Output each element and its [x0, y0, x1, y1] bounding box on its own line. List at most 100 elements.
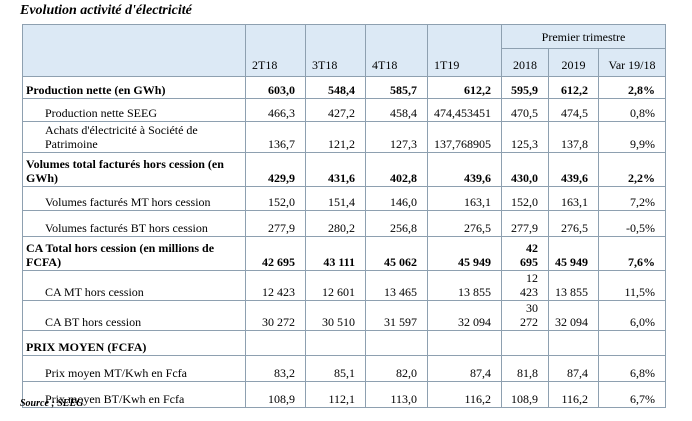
cell: 81,8: [501, 355, 549, 382]
row-label: Volumes facturés MT hors cession: [22, 186, 246, 211]
cell: 13 855: [548, 270, 599, 301]
cell: 13 465: [365, 270, 428, 301]
table-row: Prix moyen BT/Kwh en Fcfa 108,9 112,1 113,0…: [22, 381, 666, 408]
table-row: Production nette (en GWh) 603,0 548,4 585,7…: [22, 76, 666, 99]
table-row: CA Total hors cession (en millions de FC…: [22, 236, 666, 271]
cell: 612,2: [548, 76, 599, 99]
column-header: 4T18: [365, 24, 428, 77]
header-cell: [22, 24, 246, 77]
cell: [427, 330, 502, 356]
cell: 277,9: [245, 210, 306, 237]
table-row: Achats d'électricité à Société de Patrim…: [22, 121, 666, 153]
cell: 474,5: [548, 98, 599, 122]
cell: 458,4: [365, 98, 428, 122]
cell: 137,768905: [427, 121, 502, 153]
cell: 6,8%: [598, 355, 666, 382]
cell: [548, 330, 599, 356]
cell: 163,1: [548, 186, 599, 211]
row-label: Production nette SEEG: [22, 98, 246, 122]
cell: 277,9: [501, 210, 549, 237]
column-header: Var 19/18: [598, 48, 666, 77]
row-label: Volumes total facturés hors cession (en …: [22, 152, 246, 187]
cell: 466,3: [245, 98, 306, 122]
cell: 30 510: [305, 300, 366, 331]
cell: 430,0: [501, 152, 549, 187]
cell: 256,8: [365, 210, 428, 237]
cell: 45 062: [365, 236, 428, 271]
cell: 2,8%: [598, 76, 666, 99]
cell: 32 094: [427, 300, 502, 331]
cell: 595,9: [501, 76, 549, 99]
cell: 116,2: [548, 381, 599, 408]
cell: 12 423: [245, 270, 306, 301]
cell: 6,7%: [598, 381, 666, 408]
cell: 82,0: [365, 355, 428, 382]
cell: 402,8: [365, 152, 428, 187]
column-header: 1T19: [427, 24, 502, 77]
cell: 112,1: [305, 381, 366, 408]
row-label: CA Total hors cession (en millions de FC…: [22, 236, 246, 271]
cell: 0,8%: [598, 98, 666, 122]
cell: 83,2: [245, 355, 306, 382]
cell: 137,8: [548, 121, 599, 153]
row-label: CA MT hors cession: [22, 270, 246, 301]
cell: 11,5%: [598, 270, 666, 301]
row-label: Volumes facturés BT hors cession: [22, 210, 246, 237]
row-label: Prix moyen BT/Kwh en Fcfa: [22, 381, 246, 408]
table-row: Production nette SEEG 466,3 427,2 458,4 474,…: [22, 98, 666, 122]
cell: 87,4: [427, 355, 502, 382]
row-label: CA BT hors cession: [22, 300, 246, 331]
cell: [245, 330, 306, 356]
table-row: Volumes total facturés hors cession (en …: [22, 152, 666, 187]
cell: 12 423: [501, 270, 549, 301]
table-row: PRIX MOYEN (FCFA): [22, 330, 666, 356]
cell: 470,5: [501, 98, 549, 122]
cell: 42 695: [245, 236, 306, 271]
cell: 113,0: [365, 381, 428, 408]
table-body: Production nette (en GWh) 603,0 548,4 585,7…: [22, 76, 666, 408]
table-header: 2T18 3T18 4T18 1T19 Premier trimestre 2018 20…: [22, 24, 666, 77]
cell: 548,4: [305, 76, 366, 99]
cell: 12 601: [305, 270, 366, 301]
cell: 7,2%: [598, 186, 666, 211]
cell: [501, 330, 549, 356]
cell: 603,0: [245, 76, 306, 99]
cell: 612,2: [427, 76, 502, 99]
cell: 431,6: [305, 152, 366, 187]
cell: 151,4: [305, 186, 366, 211]
cell: 136,7: [245, 121, 306, 153]
cell: 116,2: [427, 381, 502, 408]
cell: 6,0%: [598, 300, 666, 331]
row-label: Production nette (en GWh): [22, 76, 246, 99]
cell: -0,5%: [598, 210, 666, 237]
cell: 42 695: [501, 236, 549, 271]
cell: 108,9: [245, 381, 306, 408]
cell: 429,9: [245, 152, 306, 187]
table-row: Volumes facturés BT hors cession 277,9 280…: [22, 210, 666, 237]
column-header: 3T18: [305, 24, 366, 77]
row-label: Prix moyen MT/Kwh en Fcfa: [22, 355, 246, 382]
cell: 30 272: [245, 300, 306, 331]
cell: 108,9: [501, 381, 549, 408]
cell: 152,0: [501, 186, 549, 211]
table-row: Volumes facturés MT hors cession 152,0 151…: [22, 186, 666, 211]
cell: 45 949: [427, 236, 502, 271]
cell: 32 094: [548, 300, 599, 331]
cell: 2,2%: [598, 152, 666, 187]
cell: 152,0: [245, 186, 306, 211]
row-label: Achats d'électricité à Société de Patrim…: [22, 121, 246, 153]
cell: 280,2: [305, 210, 366, 237]
cell: 30 272: [501, 300, 549, 331]
cell: 43 111: [305, 236, 366, 271]
cell: 87,4: [548, 355, 599, 382]
cell: 127,3: [365, 121, 428, 153]
cell: 45 949: [548, 236, 599, 271]
cell: 9,9%: [598, 121, 666, 153]
row-label: PRIX MOYEN (FCFA): [22, 330, 246, 356]
table-row: CA BT hors cession 30 272 30 510 31 597 32 0…: [22, 300, 666, 331]
cell: 85,1: [305, 355, 366, 382]
cell: [365, 330, 428, 356]
title: Evolution activité d'électricité: [20, 3, 192, 18]
cell: 427,2: [305, 98, 366, 122]
